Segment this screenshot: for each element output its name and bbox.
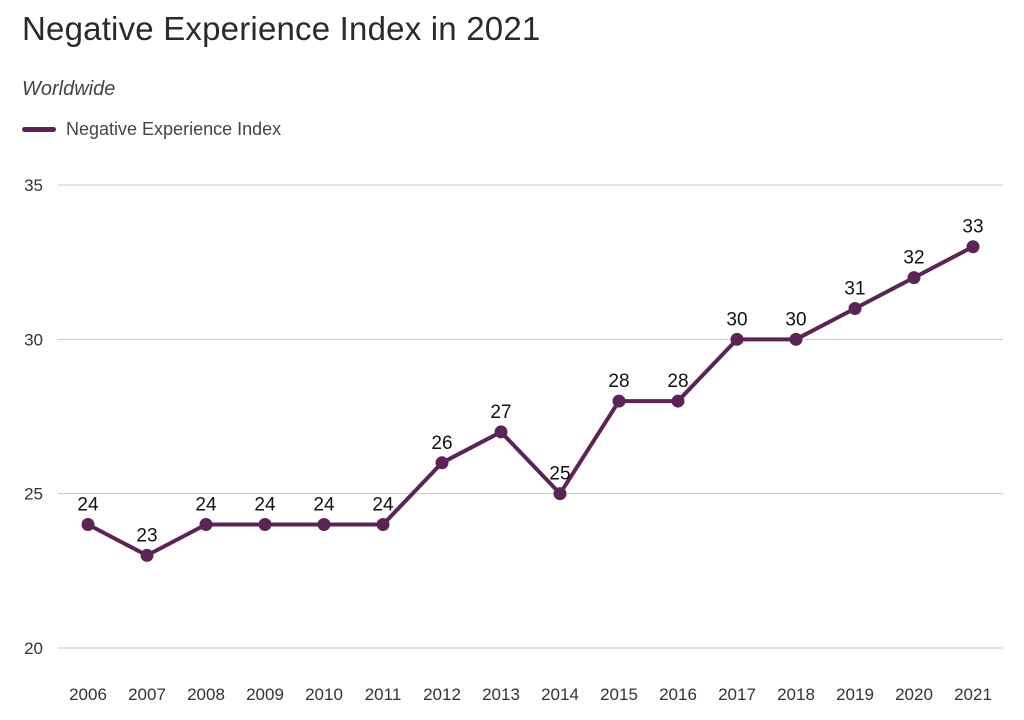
data-point bbox=[317, 518, 331, 532]
x-tick-label: 2007 bbox=[128, 685, 166, 704]
chart-title: Negative Experience Index in 2021 bbox=[22, 10, 541, 47]
data-point bbox=[258, 518, 272, 532]
data-point bbox=[848, 301, 862, 315]
x-tick-label: 2006 bbox=[69, 685, 107, 704]
legend-swatch bbox=[22, 127, 56, 132]
data-label: 27 bbox=[490, 402, 511, 423]
data-label: 26 bbox=[431, 433, 452, 454]
data-point bbox=[376, 518, 390, 532]
x-tick-label: 2018 bbox=[777, 685, 815, 704]
data-label: 33 bbox=[962, 217, 983, 238]
data-label: 24 bbox=[77, 495, 99, 516]
y-tick-label: 30 bbox=[24, 330, 43, 349]
x-tick-label: 2015 bbox=[600, 685, 638, 704]
data-label: 32 bbox=[903, 248, 924, 269]
y-tick-label: 20 bbox=[24, 639, 43, 658]
x-tick-label: 2011 bbox=[365, 685, 402, 704]
data-point bbox=[140, 548, 154, 562]
data-label: 25 bbox=[549, 464, 570, 485]
data-label: 28 bbox=[667, 371, 688, 392]
data-point bbox=[730, 332, 744, 346]
data-label: 23 bbox=[136, 525, 157, 546]
data-label: 24 bbox=[372, 495, 394, 516]
series-line bbox=[86, 244, 975, 558]
data-label: 28 bbox=[608, 371, 629, 392]
x-tick-label: 2020 bbox=[895, 685, 933, 704]
data-point bbox=[81, 518, 95, 532]
x-tick-label: 2021 bbox=[954, 685, 992, 704]
data-point bbox=[907, 271, 921, 285]
data-label: 24 bbox=[195, 495, 217, 516]
data-point bbox=[199, 518, 213, 532]
data-point bbox=[671, 394, 685, 408]
data-label: 31 bbox=[844, 278, 865, 299]
x-tick-label: 2010 bbox=[305, 685, 343, 704]
data-label: 24 bbox=[254, 495, 276, 516]
x-tick-label: 2013 bbox=[482, 685, 520, 704]
data-label: 30 bbox=[726, 309, 747, 330]
data-point bbox=[435, 456, 449, 470]
data-label: 24 bbox=[313, 495, 335, 516]
data-point bbox=[789, 332, 803, 346]
data-point bbox=[612, 394, 626, 408]
data-label: 30 bbox=[785, 309, 806, 330]
x-tick-label: 2016 bbox=[659, 685, 697, 704]
data-point bbox=[553, 487, 567, 501]
x-tick-label: 2019 bbox=[836, 685, 874, 704]
x-tick-label: 2008 bbox=[187, 685, 225, 704]
x-tick-label: 2014 bbox=[541, 685, 579, 704]
legend: Negative Experience Index bbox=[22, 119, 281, 140]
legend-label: Negative Experience Index bbox=[66, 119, 282, 139]
x-tick-label: 2012 bbox=[423, 685, 461, 704]
x-tick-label: 2009 bbox=[246, 685, 284, 704]
y-tick-label: 25 bbox=[24, 485, 43, 504]
y-tick-label: 35 bbox=[24, 176, 43, 195]
data-point bbox=[494, 425, 508, 439]
data-point bbox=[966, 240, 980, 254]
x-tick-label: 2017 bbox=[718, 685, 756, 704]
chart-subtitle: Worldwide bbox=[22, 78, 116, 100]
